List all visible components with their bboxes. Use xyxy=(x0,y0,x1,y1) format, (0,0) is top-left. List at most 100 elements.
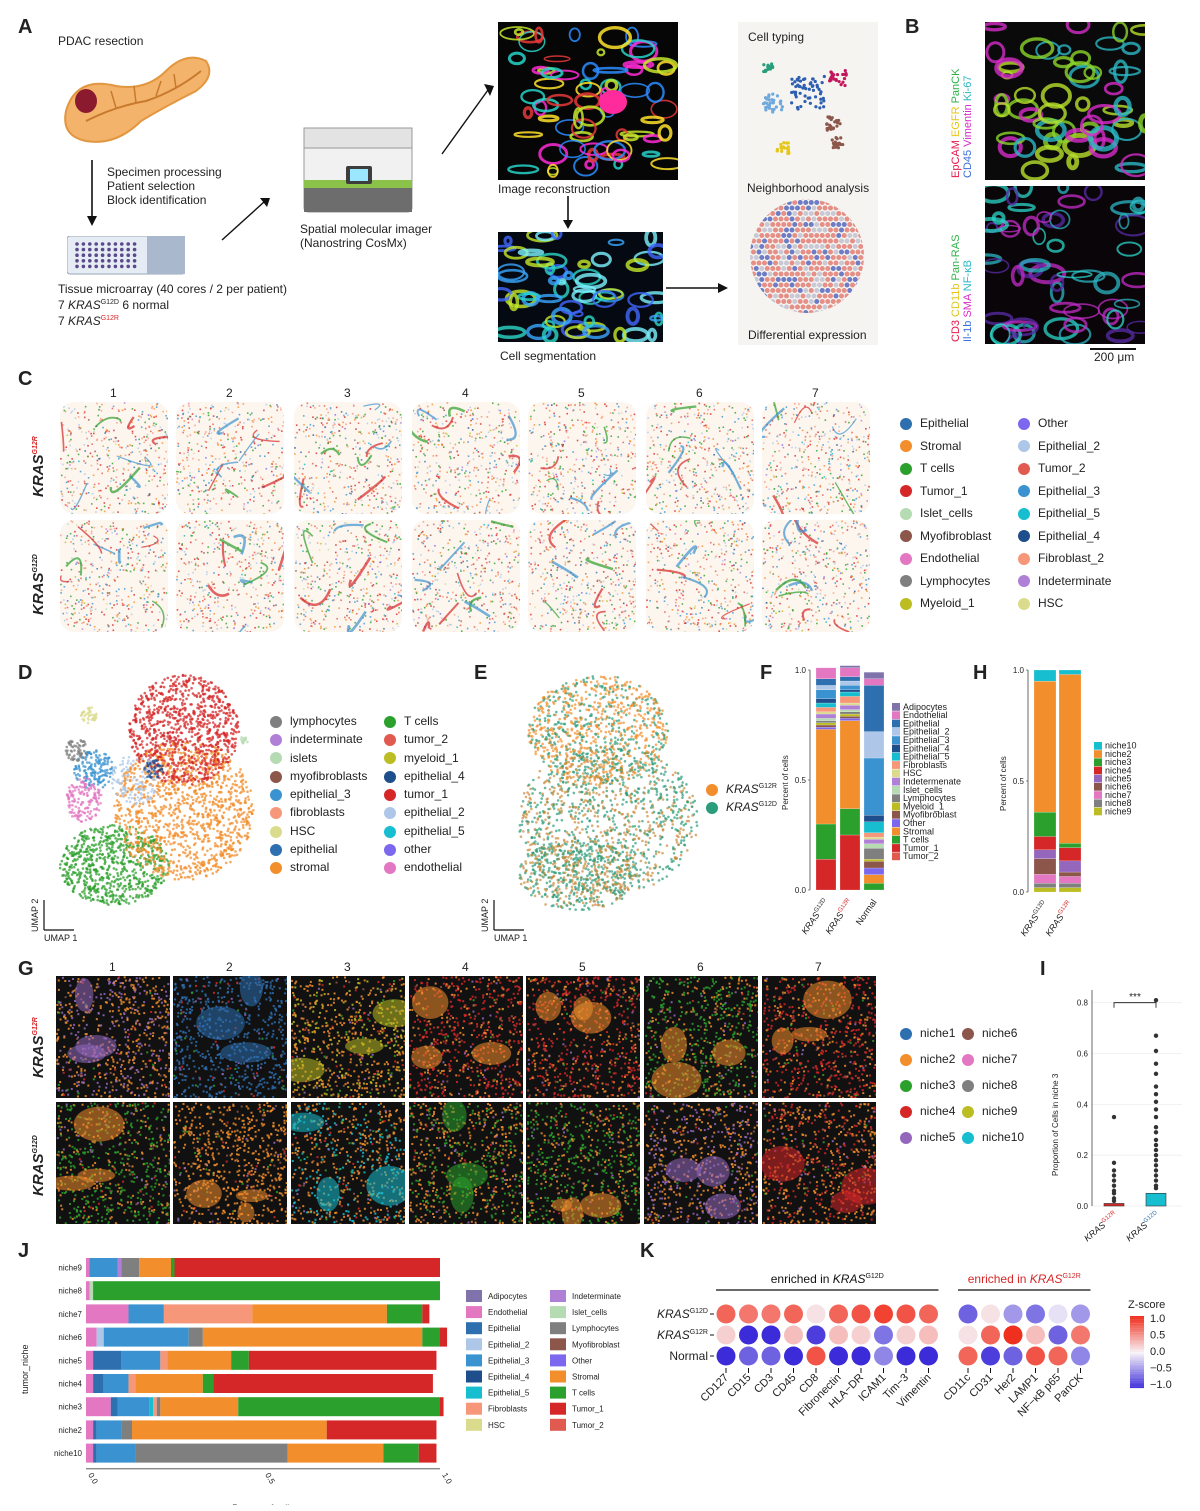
cell-segmentation-image xyxy=(498,232,663,342)
legend-label: Islet_cells xyxy=(903,785,943,795)
imager-label: Spatial molecular imager (Nanostring CosM… xyxy=(300,222,432,250)
marker-label: EGFR xyxy=(950,103,962,137)
y-tick-label: 0.0 xyxy=(1077,1202,1089,1211)
bar-segment xyxy=(863,731,885,759)
heatmap-dot xyxy=(1048,1304,1068,1324)
x-tick-label: 0.0 xyxy=(86,1471,100,1486)
legend-swatch xyxy=(892,703,900,711)
panel-label-j: J xyxy=(18,1240,29,1263)
arrow-diag-1 xyxy=(221,198,270,241)
legend-label: niche2 xyxy=(1105,749,1132,759)
bar-segment xyxy=(839,691,861,697)
data-point xyxy=(1153,1061,1159,1066)
bar-segment xyxy=(839,702,861,706)
bar-segment xyxy=(103,1327,189,1347)
arrow-right-1 xyxy=(666,283,728,293)
legend-swatch xyxy=(1018,507,1030,520)
panel-label-f: F xyxy=(760,662,772,685)
legend-swatch xyxy=(892,794,900,803)
data-point xyxy=(1153,1048,1159,1054)
y-tick-label: 0.0 xyxy=(795,886,807,895)
bar-segment xyxy=(815,727,837,730)
bar-segment xyxy=(93,1420,97,1440)
y-tick-label: 0.8 xyxy=(1077,999,1089,1008)
legend-swatch xyxy=(270,843,282,856)
legend-item: endothelial xyxy=(384,858,465,876)
legend-label: Other xyxy=(903,818,926,828)
x-tick-label: KRASG12R xyxy=(1043,899,1075,938)
legend-label: Epithelial_2 xyxy=(903,727,950,737)
umap-d xyxy=(58,673,255,906)
bar-segment xyxy=(839,713,861,717)
legend-swatch xyxy=(466,1322,482,1335)
data-point xyxy=(1111,1168,1117,1173)
data-point xyxy=(1153,1158,1159,1163)
marker-label: Vimentin xyxy=(962,101,974,147)
legend-item: lymphocytes xyxy=(270,712,367,730)
panel-label-b: B xyxy=(905,16,919,39)
d-legend-right: T cells tumor_2 myeloid_1 epithelial_4 tumor… xyxy=(384,712,465,877)
g-niche-map xyxy=(526,1102,640,1224)
b-bottom-markers: CD3 CD11b Pan-RAS Il-1b SMA NF-κB xyxy=(950,235,974,342)
marker-label: CD3 xyxy=(950,317,962,342)
legend-swatch xyxy=(900,485,912,498)
legend-swatch xyxy=(270,789,282,802)
legend-label: Indeterminate xyxy=(572,1292,621,1301)
heatmap-dot xyxy=(806,1325,826,1345)
bar-segment xyxy=(86,1350,94,1370)
legend-item: epithelial xyxy=(270,840,367,858)
data-point xyxy=(1153,1114,1159,1120)
bar-segment xyxy=(252,1304,387,1324)
heatmap-dot xyxy=(784,1304,803,1324)
legend-label: Epithelial_4 xyxy=(903,743,950,753)
legend-label: Myofibroblast xyxy=(572,1340,620,1349)
heatmap-dot xyxy=(761,1304,781,1324)
cell-typing-label: Cell typing xyxy=(748,30,804,44)
bar-segment xyxy=(231,1350,249,1370)
legend-swatch xyxy=(550,1322,566,1335)
y-axis-label: Proportion of Cells in niche 3 xyxy=(1051,1073,1060,1176)
heatmap-dot xyxy=(739,1346,758,1366)
heatmap-row-label: Normal xyxy=(669,1349,708,1363)
legend-tick-label: 0.5 xyxy=(1150,1330,1165,1342)
legend-item: Stromal xyxy=(900,435,991,458)
c-tissue-core xyxy=(412,402,520,514)
bar-segment xyxy=(188,1327,203,1347)
heatmap-dot xyxy=(1026,1304,1045,1324)
g-niche-map xyxy=(173,1102,287,1224)
bar-segment xyxy=(839,709,861,712)
legend-swatch xyxy=(900,1079,912,1092)
bar-segment xyxy=(440,1397,444,1417)
bar-segment xyxy=(863,757,885,816)
legend-item: niche2 xyxy=(900,1046,955,1072)
c-tissue-core xyxy=(762,402,870,514)
arrow-diag-2 xyxy=(441,84,494,155)
g-col-number: 4 xyxy=(462,960,469,974)
data-point xyxy=(1153,1099,1159,1105)
y-tick-label: niche2 xyxy=(58,1426,82,1435)
bar-segment xyxy=(839,834,861,891)
bar-segment xyxy=(160,1397,239,1417)
bar-segment xyxy=(153,1397,157,1417)
heatmap-dot xyxy=(981,1304,1000,1324)
legend-label: Epithelial_4 xyxy=(488,1373,530,1382)
legend-label: Endothelial xyxy=(903,710,948,720)
legend-swatch xyxy=(1094,774,1102,783)
bar-segment xyxy=(86,1304,129,1324)
heatmap-dot xyxy=(896,1304,916,1324)
legend-swatch xyxy=(962,1105,974,1118)
legend-label: T cells xyxy=(572,1389,595,1398)
legend-swatch xyxy=(900,440,912,453)
heatmap-dot xyxy=(874,1304,893,1324)
bar-segment xyxy=(1033,669,1057,682)
legend-item: Tumor_1 xyxy=(900,480,991,503)
bar-segment xyxy=(287,1443,384,1463)
c-tissue-core xyxy=(294,520,402,632)
bar-segment xyxy=(1033,849,1057,859)
bar-segment xyxy=(149,1397,154,1417)
legend-item: epithelial_4 xyxy=(384,767,465,785)
resection-label: PDAC resection xyxy=(58,34,143,48)
c-col-number: 5 xyxy=(578,386,585,400)
g-legend-right: niche6 niche7 niche8 niche9 niche10 xyxy=(962,1020,1024,1150)
bar-segment xyxy=(863,861,885,869)
